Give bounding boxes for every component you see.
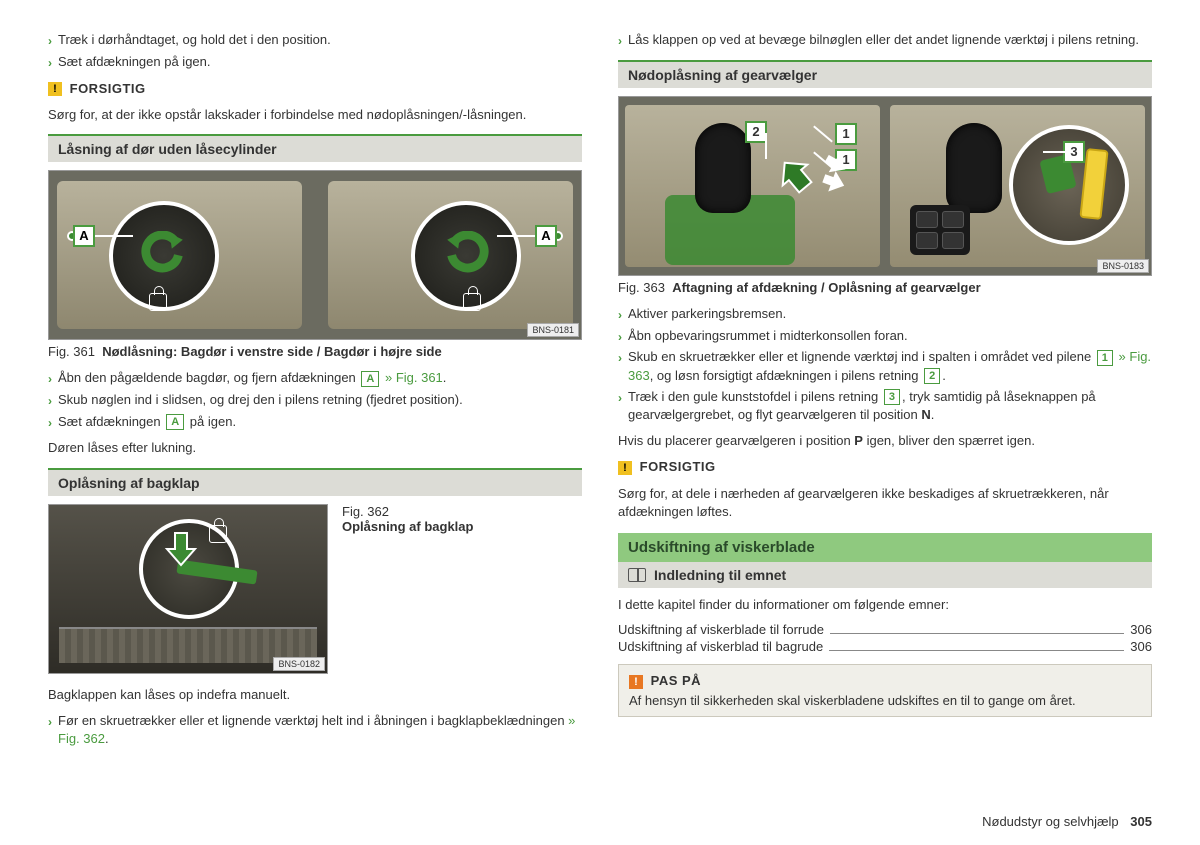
figure-code: BNS-0181 [527, 323, 579, 337]
caution-text: Sørg for, at der ikke opstår lakskader i… [48, 106, 582, 124]
warning-title: PAS PÅ [651, 673, 701, 688]
arrow-icon [141, 231, 185, 275]
figure-code: BNS-0183 [1097, 259, 1149, 273]
figure-363: 2 1 1 3 BNS-0183 [618, 96, 1152, 276]
toc-item: Udskiftning af viskerblade til forrude 3… [618, 622, 1152, 637]
ref-a: A [361, 371, 379, 387]
toc-intro: I dette kapitel finder du informationer … [618, 596, 1152, 614]
warning-box: ! PAS PÅ Af hensyn til sikkerheden skal … [618, 664, 1152, 717]
ref-1: 1 [1097, 350, 1113, 366]
bullet-text: Træk i dørhåndtaget, og hold det i den p… [58, 31, 582, 50]
paragraph: Bagklappen kan låses op indefra manuelt. [48, 686, 582, 704]
toc-label: Udskiftning af viskerblade til forrude [618, 622, 824, 637]
figure-caption: Fig. 361 Nødlåsning: Bagdør i venstre si… [48, 344, 582, 359]
section-subheading: Indledning til emnet [618, 562, 1152, 588]
caution-icon: ! [48, 82, 62, 96]
section-heading: Oplåsning af bagklap [48, 468, 582, 496]
book-icon [628, 568, 646, 582]
lock-icon [209, 525, 227, 543]
figure-362: BNS-0182 [48, 504, 328, 674]
toc-label: Udskiftning af viskerblad til bagrude [618, 639, 823, 654]
figure-361: A A BNS-0181 [48, 170, 582, 340]
bullet-marker: › [48, 33, 52, 50]
caution-text: Sørg for, at dele i nærheden af gearvælg… [618, 485, 1152, 521]
figure-code: BNS-0182 [273, 657, 325, 671]
footer-page: 305 [1130, 814, 1152, 829]
figure-number: Fig. 363 [618, 280, 665, 295]
toc-page: 306 [1130, 622, 1152, 637]
caution-block: ! FORSIGTIG [618, 458, 1152, 476]
arrow-icon [445, 231, 489, 275]
bullet-item: › Sæt afdækningen på igen. [48, 53, 582, 72]
figure-number: Fig. 362 [342, 504, 473, 519]
callout-3: 3 [1063, 141, 1085, 163]
figure-caption-text: Oplåsning af bagklap [342, 519, 473, 534]
arrow-icon [775, 155, 815, 195]
bullet-item: › Træk i den gule kunststofdel i pilens … [618, 388, 1152, 424]
toc-page: 306 [1130, 639, 1152, 654]
ref-2: 2 [924, 368, 940, 384]
ref-a: A [166, 414, 184, 430]
bullet-text: Sæt afdækningen på igen. [58, 53, 582, 72]
figure-caption-text: Aftagning af afdækning / Oplåsning af ge… [672, 280, 980, 295]
bullet-item: › Åbn opbevaringsrummet i midterkonsolle… [618, 327, 1152, 346]
caution-title: FORSIGTIG [640, 459, 716, 474]
bullet-item: › Sæt afdækningen A på igen. [48, 413, 582, 432]
lock-icon [149, 293, 167, 311]
bullet-item: › Aktiver parkeringsbremsen. [618, 305, 1152, 324]
figure-caption-text: Nødlåsning: Bagdør i venstre side / Bagd… [102, 344, 442, 359]
toc-item: Udskiftning af viskerblad til bagrude 30… [618, 639, 1152, 654]
bullet-item: › Lås klappen op ved at bevæge bilnøglen… [618, 31, 1152, 50]
bullet-item: › Skub en skruetrækker eller et lignende… [618, 348, 1152, 384]
section-heading: Låsning af dør uden låsecylinder [48, 134, 582, 162]
bullet-item: › Skub nøglen ind i slidsen, og drej den… [48, 391, 582, 410]
page-footer: Nødudstyr og selvhjælp 305 [982, 814, 1152, 829]
ref-3: 3 [884, 389, 900, 405]
figure-caption: Fig. 362 Oplåsning af bagklap [342, 504, 473, 534]
section-heading-major: Udskiftning af viskerblade [618, 533, 1152, 562]
section-heading: Nødoplåsning af gearvælger [618, 60, 1152, 88]
callout-a: A [73, 225, 95, 247]
arrow-icon [161, 527, 201, 567]
caution-icon: ! [618, 461, 632, 475]
callout-1: 1 [835, 123, 857, 145]
paragraph: Hvis du placerer gearvælgeren i position… [618, 432, 1152, 450]
paragraph: Døren låses efter lukning. [48, 439, 582, 457]
caution-title: FORSIGTIG [70, 81, 146, 96]
bullet-item: › Før en skruetrækker eller et lignende … [48, 712, 582, 748]
figure-number: Fig. 361 [48, 344, 95, 359]
callout-2: 2 [745, 121, 767, 143]
lock-icon [463, 293, 481, 311]
figure-caption: Fig. 363 Aftagning af afdækning / Oplåsn… [618, 280, 1152, 295]
caution-block: ! FORSIGTIG [48, 80, 582, 98]
bullet-item: › Åbn den pågældende bagdør, og fjern af… [48, 369, 582, 388]
warning-text: Af hensyn til sikkerheden skal viskerbla… [629, 693, 1141, 708]
footer-section: Nødudstyr og selvhjælp [982, 814, 1119, 829]
bullet-item: › Træk i dørhåndtaget, og hold det i den… [48, 31, 582, 50]
callout-a: A [535, 225, 557, 247]
bullet-marker: › [48, 55, 52, 72]
warning-icon: ! [629, 675, 643, 689]
